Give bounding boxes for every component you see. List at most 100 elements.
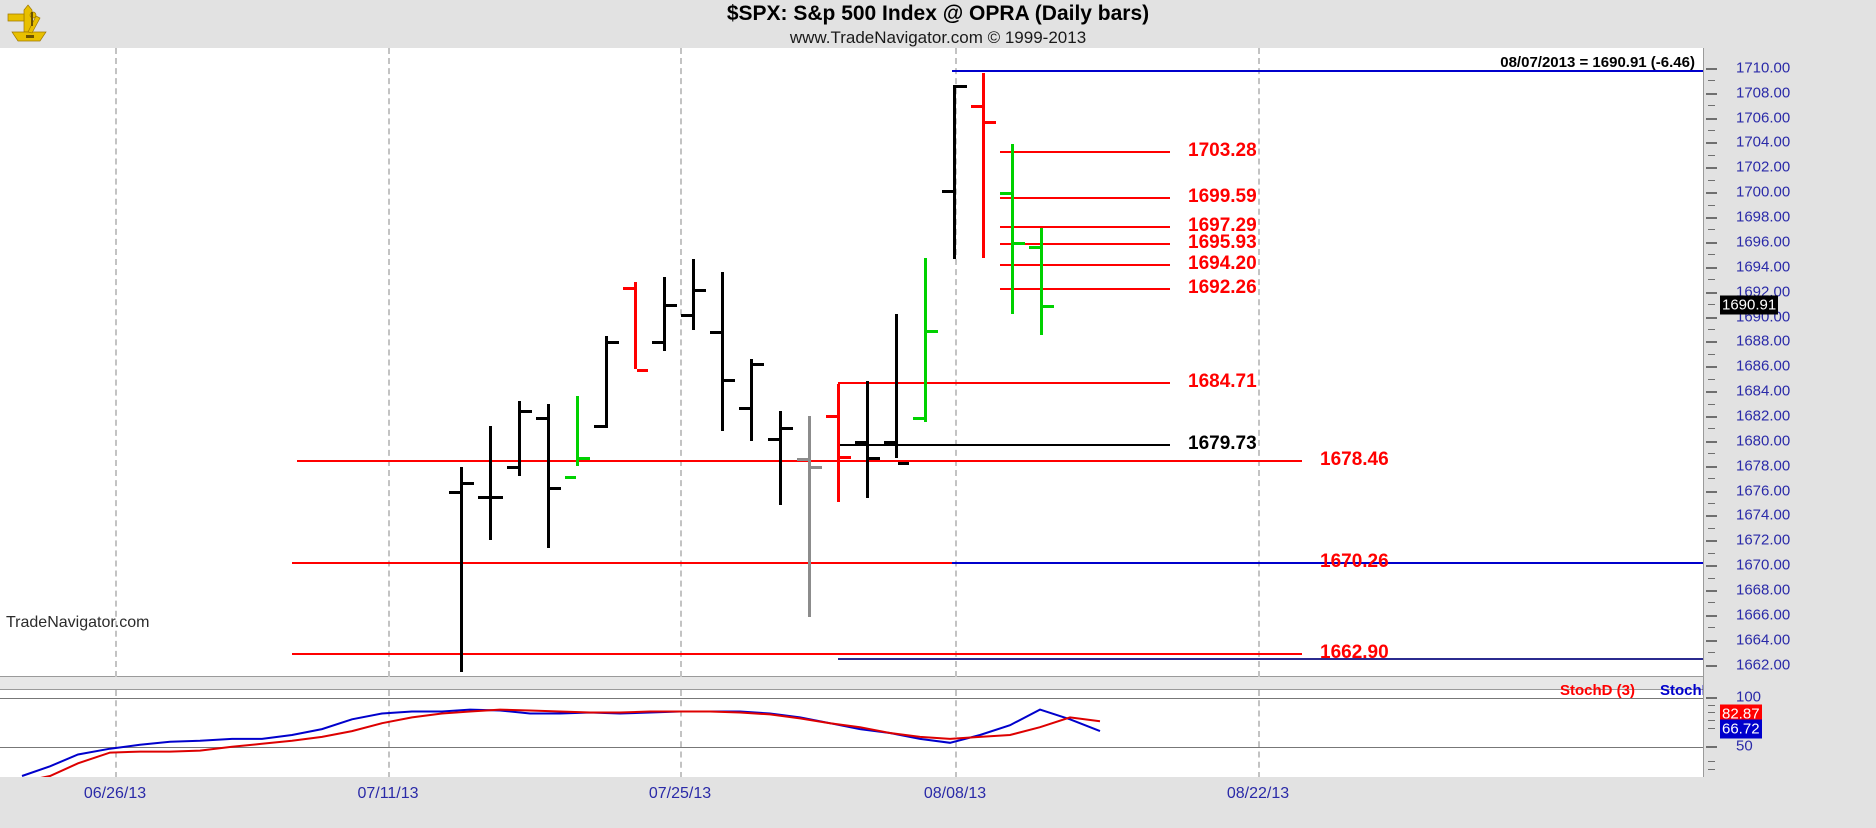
price-tick-minor — [1708, 552, 1715, 554]
ohlc-open-tick — [536, 417, 547, 421]
stoch-level-100 — [0, 697, 1703, 699]
stoch-tick-label: 50 — [1736, 737, 1753, 755]
level-1662-90-label: 1662.90 — [1320, 642, 1389, 664]
level-1684-71-line — [838, 382, 1170, 385]
price-tick-minor — [1708, 229, 1715, 231]
ohlc-close-tick — [666, 304, 677, 308]
price-tick-label: 1702.00 — [1736, 158, 1791, 176]
date-axis[interactable]: 06/26/13 07/11/13 07/25/13 08/08/13 08/22/13 — [0, 777, 1876, 828]
price-tick-minor — [1708, 577, 1715, 579]
price-tick-mark — [1706, 366, 1717, 369]
price-tick-label: 1664.00 — [1736, 631, 1791, 649]
date-label: 06/26/13 — [83, 785, 147, 802]
ohlc-open-tick — [623, 286, 634, 290]
price-tick-mark — [1706, 415, 1717, 418]
level-1679-73-label: 1679.73 — [1188, 433, 1257, 455]
ohlc-open-tick — [1000, 192, 1011, 196]
level-1662-52-line — [838, 658, 1703, 661]
price-tick-minor — [1708, 204, 1715, 206]
price-tick-minor — [1708, 254, 1715, 256]
price-pane: 08/07/2013 = 1690.91 (-6.46) TradeNaviga… — [0, 48, 1703, 677]
ohlc-bar — [837, 383, 840, 502]
ohlc-bar — [489, 425, 492, 541]
stoch-tick-minor — [1708, 712, 1715, 714]
ohlc-close-tick — [608, 341, 619, 345]
price-tick-mark — [1706, 92, 1717, 95]
ohlc-bar — [895, 314, 898, 459]
level-1703-28-label: 1703.28 — [1188, 140, 1257, 162]
ohlc-open-tick — [449, 490, 460, 494]
vertical-gridline-1 — [388, 690, 390, 778]
watermark-text: TradeNavigator.com — [6, 614, 150, 631]
ohlc-bar — [1040, 228, 1043, 336]
level-1695-93-line — [1000, 242, 1170, 245]
ohlc-bar — [924, 258, 927, 423]
level-1709-85-line — [952, 69, 1703, 72]
ohlc-open-tick — [942, 189, 953, 193]
price-tick-mark — [1706, 465, 1717, 468]
stoch-level-50 — [0, 746, 1703, 748]
ohlc-open-tick — [971, 105, 982, 109]
price-tick-label: 1662.00 — [1736, 656, 1791, 674]
stochastic-pane — [0, 689, 1703, 778]
price-tick-mark — [1706, 241, 1717, 244]
ohlc-close-tick — [898, 461, 909, 465]
ohlc-close-tick — [550, 486, 561, 490]
price-tick-mark — [1706, 217, 1717, 220]
price-tick-mark — [1706, 291, 1717, 294]
price-tick-mark — [1706, 192, 1717, 195]
stoch-tick-minor — [1708, 728, 1715, 730]
ohlc-close-tick — [1043, 305, 1054, 309]
ohlc-bar — [779, 410, 782, 506]
ohlc-open-tick — [826, 414, 837, 418]
ohlc-open-tick — [565, 475, 576, 479]
price-tick-minor — [1708, 478, 1715, 480]
pane-divider — [0, 677, 1703, 689]
price-tick-label: 1678.00 — [1736, 457, 1791, 475]
ohlc-bar — [518, 401, 521, 476]
price-tick-minor — [1708, 403, 1715, 405]
price-tick-mark — [1706, 341, 1717, 344]
stoch-tick-minor — [1708, 761, 1715, 763]
price-axis[interactable]: 1710.00 1708.00 1706.00 1704.00 1702.00 1700.… — [1703, 48, 1876, 777]
level-1662-90-line — [292, 653, 1302, 656]
ohlc-bar — [547, 403, 550, 548]
sextant-logo — [7, 4, 47, 42]
price-tick-label: 1708.00 — [1736, 84, 1791, 102]
level-1699-59-label: 1699.59 — [1188, 186, 1257, 208]
stoch-tick-mark — [1706, 745, 1717, 748]
price-tick-label: 1700.00 — [1736, 183, 1791, 201]
price-tick-label: 1672.00 — [1736, 531, 1791, 549]
ohlc-bar — [1011, 143, 1014, 314]
vertical-gridline-4 — [1258, 690, 1260, 778]
date-label: 08/08/13 — [923, 785, 987, 802]
price-tick-minor — [1708, 378, 1715, 380]
stoch-tick-minor — [1708, 720, 1715, 722]
price-tick-minor — [1708, 154, 1715, 156]
ohlc-open-tick — [478, 495, 489, 499]
price-tick-mark — [1706, 614, 1717, 617]
ohlc-bar — [866, 381, 869, 498]
quote-readout: 08/07/2013 = 1690.91 (-6.46) — [1500, 54, 1695, 71]
price-tick-mark — [1706, 639, 1717, 642]
ohlc-bar — [750, 358, 753, 441]
price-tick-mark — [1706, 266, 1717, 269]
ohlc-close-tick — [869, 456, 880, 460]
price-tick-minor — [1708, 652, 1715, 654]
chart-subtitle: www.TradeNavigator.com © 1999-2013 — [789, 28, 1087, 47]
price-tick-label: 1680.00 — [1736, 432, 1791, 450]
ohlc-close-tick — [1014, 241, 1025, 245]
date-label: 07/11/13 — [357, 785, 419, 802]
price-tick-mark — [1706, 540, 1717, 543]
price-tick-label: 1688.00 — [1736, 332, 1791, 350]
date-label: 08/22/13 — [1226, 785, 1290, 802]
stochd-legend: StochD (3) — [1560, 682, 1635, 699]
ohlc-close-tick — [695, 289, 706, 293]
price-tick-label: 1696.00 — [1736, 233, 1791, 251]
vertical-gridline-0 — [115, 48, 117, 677]
ohlc-open-tick — [768, 438, 779, 442]
price-tick-mark — [1706, 142, 1717, 145]
level-1692-26-label: 1692.26 — [1188, 277, 1257, 299]
stochk-line — [21, 708, 1101, 777]
price-tick-mark — [1706, 515, 1717, 518]
